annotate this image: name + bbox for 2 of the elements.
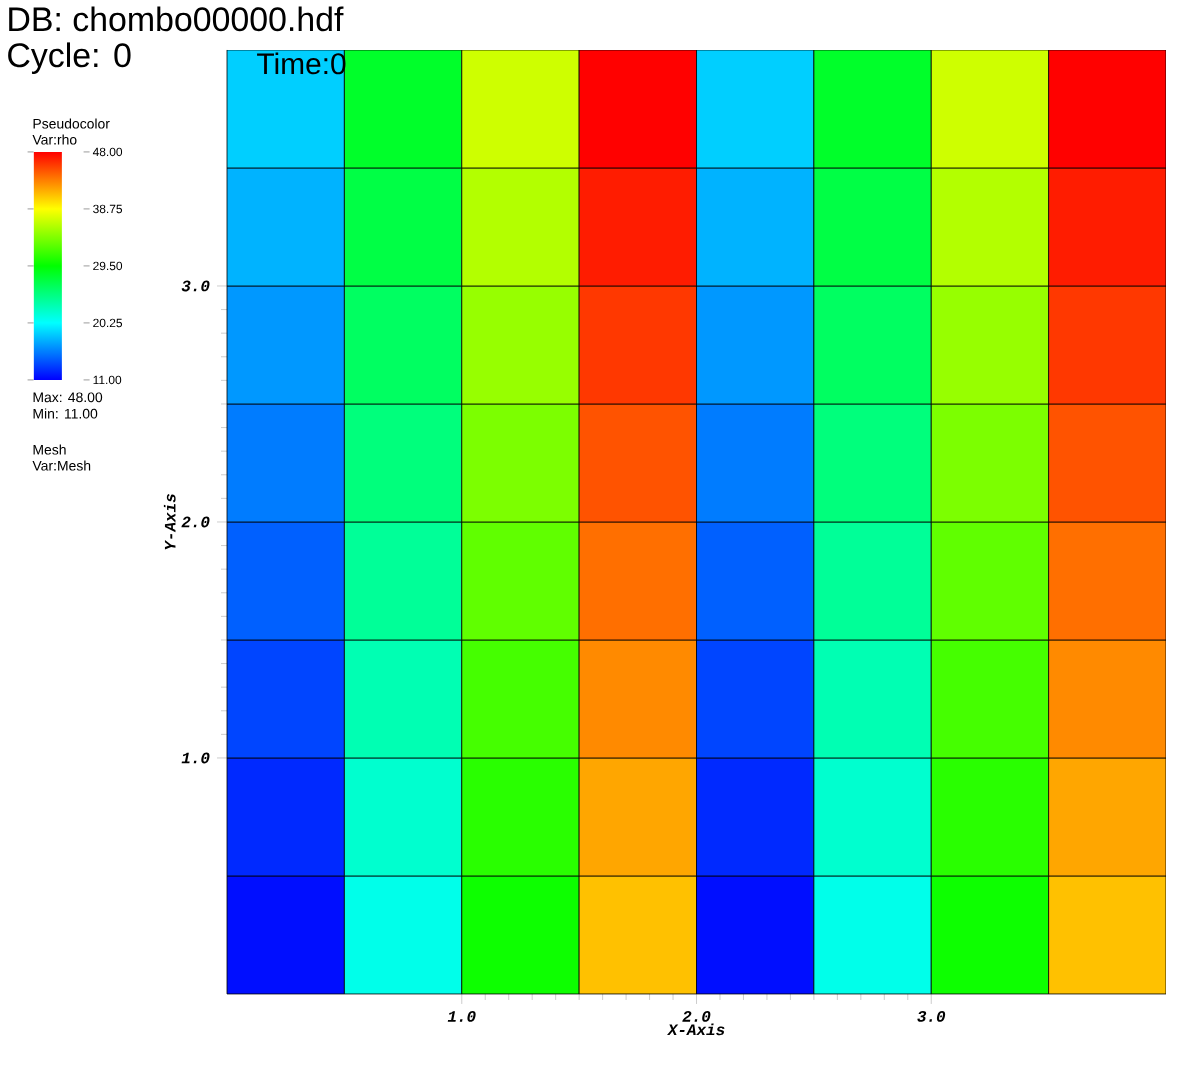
chart-title: DB: chombo00000.hdf xyxy=(9,6,344,32)
chart-subtitle: Cycle: 0 xyxy=(8,42,131,74)
